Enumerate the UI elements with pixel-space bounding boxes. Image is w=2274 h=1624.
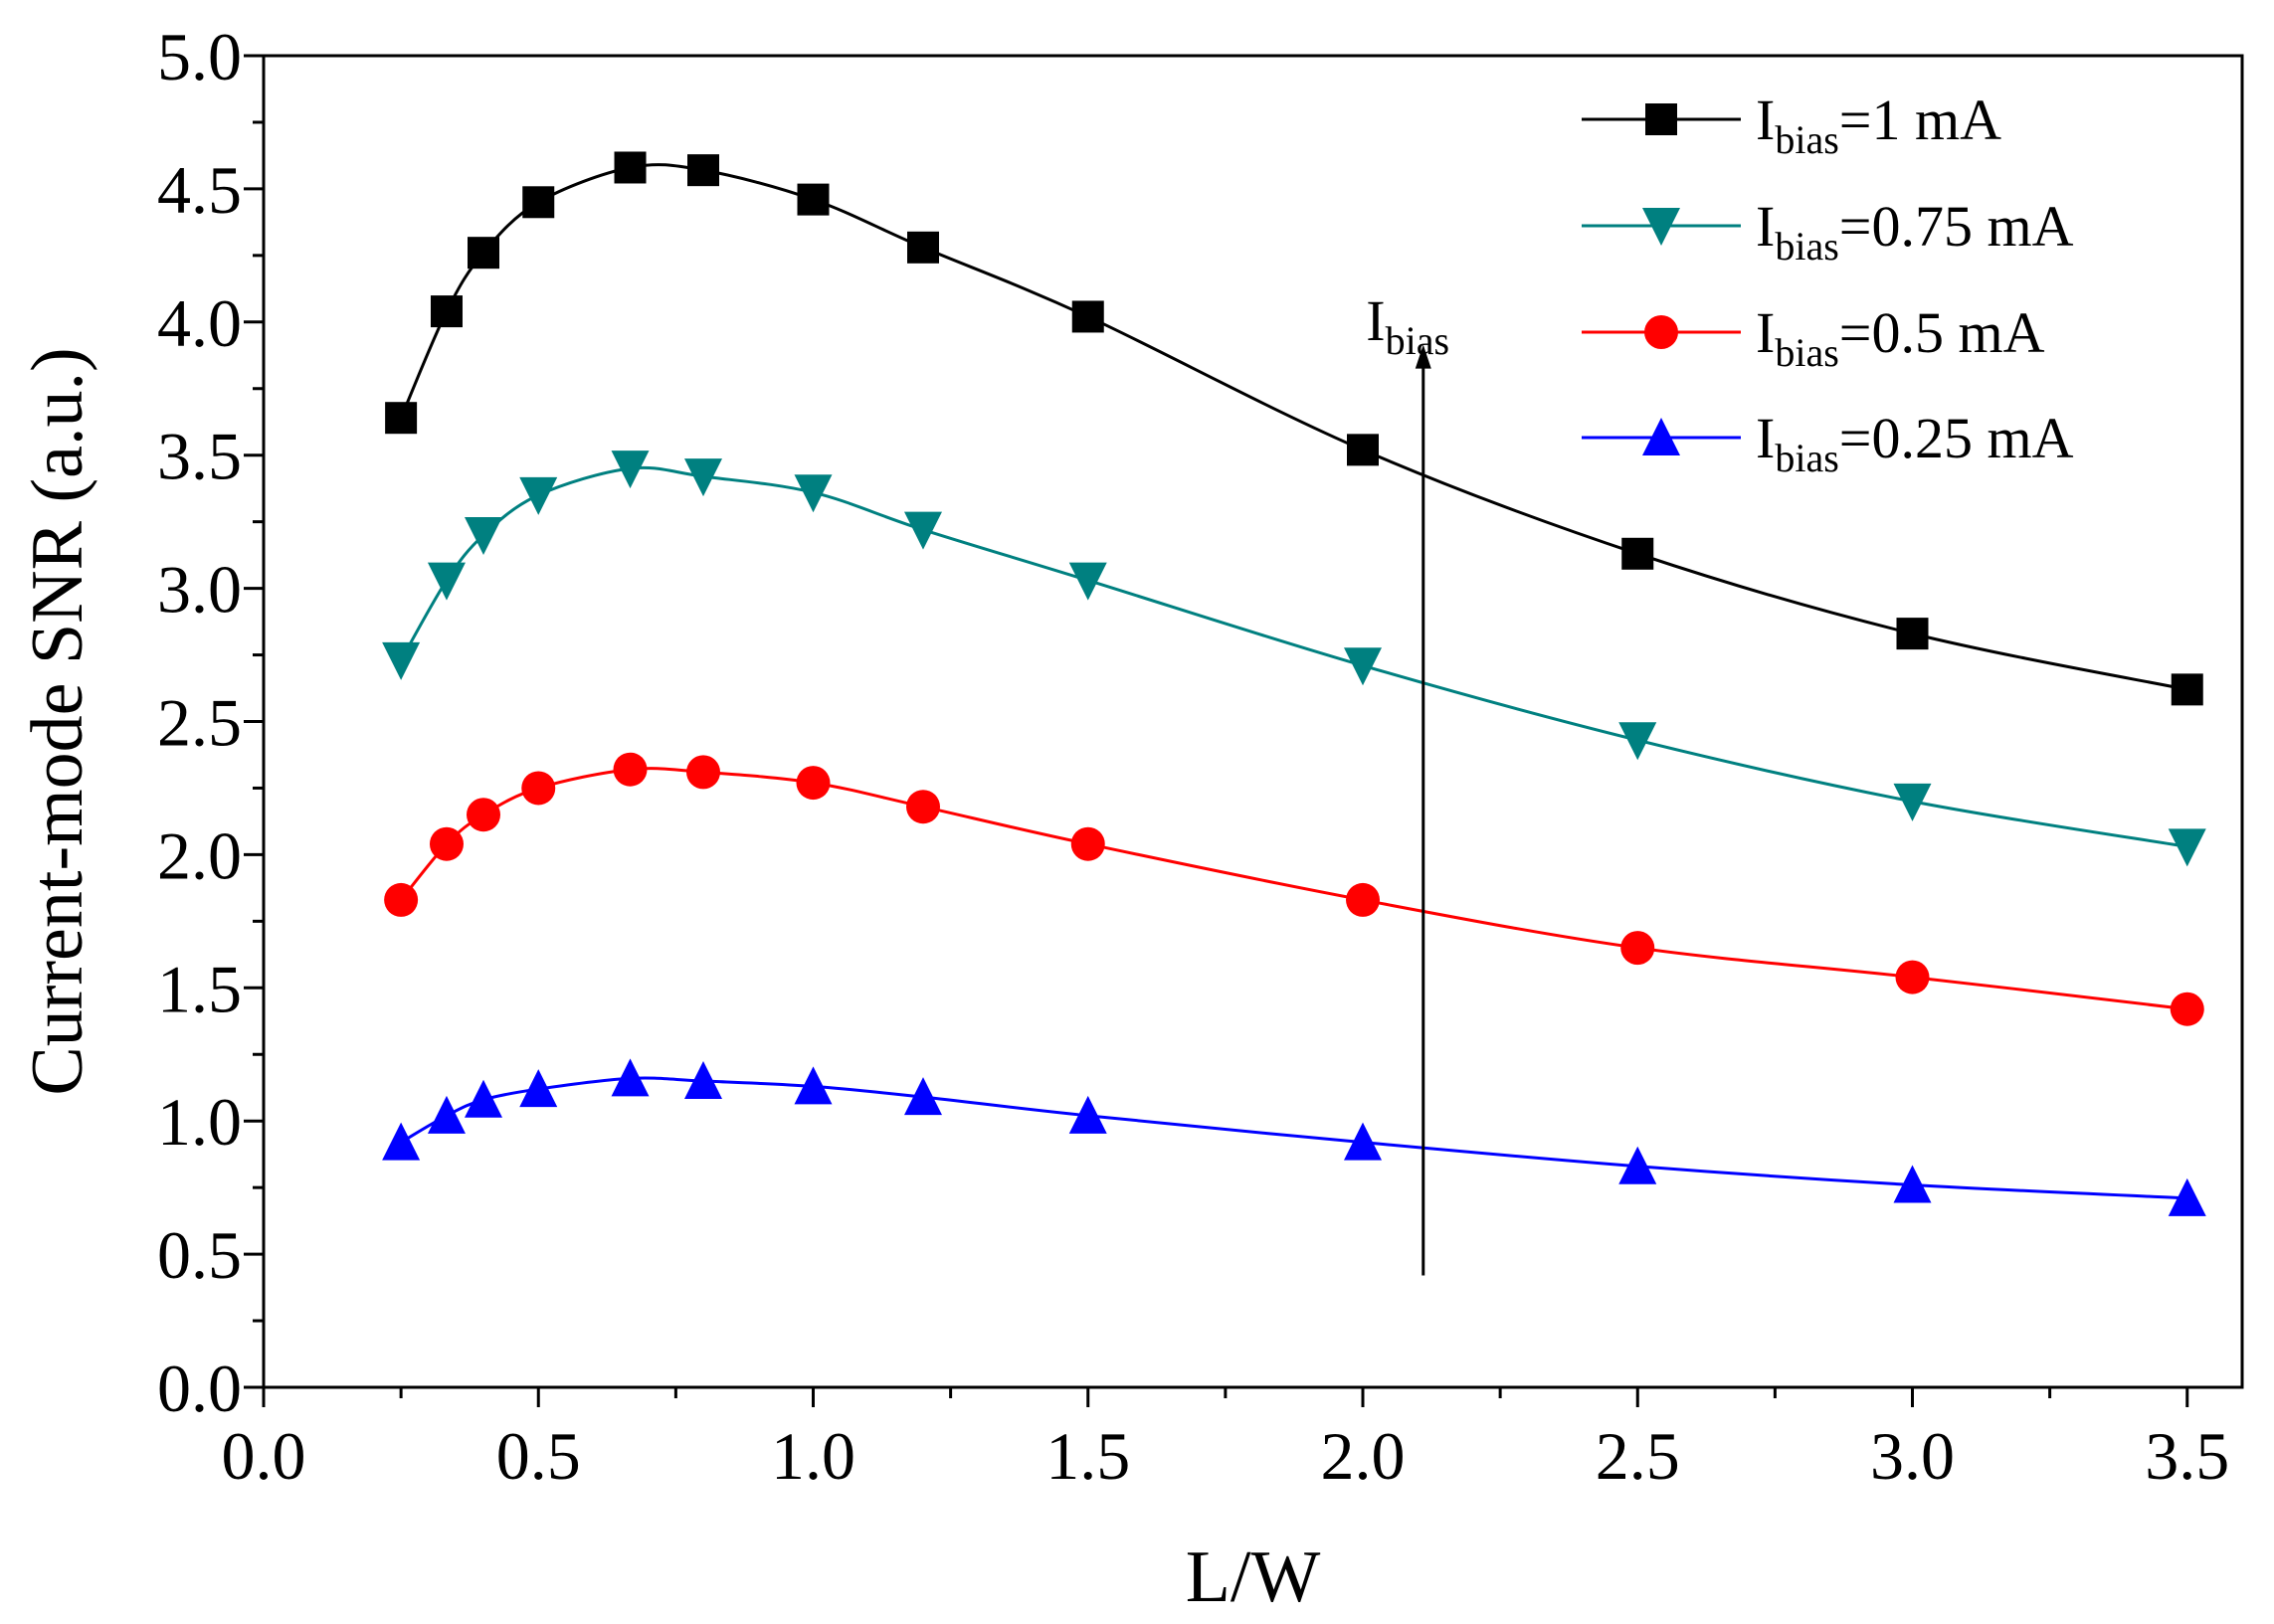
data-point-s3-10 [1618,1146,1657,1184]
data-point-s0-5 [687,154,719,187]
data-point-s2-6 [796,766,831,801]
data-point-s1-4 [611,451,650,489]
data-point-s0-7 [907,231,939,264]
data-point-s1-3 [519,476,558,515]
annotation-label: Ibias [1366,288,1449,363]
data-point-s1-12 [2168,828,2206,867]
data-point-s0-1 [430,295,463,328]
data-point-s1-10 [1618,722,1657,761]
x-tick-label: 2.0 [1321,1418,1406,1494]
legend-label-0: Ibias=1 mA [1756,88,2001,162]
data-point-s3-0 [382,1122,421,1161]
data-point-s3-5 [684,1061,722,1100]
data-point-s1-6 [794,474,833,513]
data-point-s1-7 [904,511,942,550]
data-point-s1-1 [427,562,466,601]
legend-marker-2 [1644,315,1678,349]
x-tick-label: 3.0 [1870,1418,1955,1494]
y-tick-label: 4.0 [157,285,242,361]
legend-label-1: Ibias=0.75 mA [1756,194,2074,269]
data-point-s1-5 [684,458,722,497]
annotation-layer: Ibias [1366,288,1449,1276]
data-point-s3-6 [794,1066,833,1105]
data-point-s0-4 [614,151,647,184]
y-tick-label: 1.5 [157,951,242,1026]
series-group-1 [382,451,2206,867]
data-point-s1-11 [1893,783,1932,821]
annotation-arrow-head [1415,344,1431,369]
series-line-0 [399,163,2188,691]
y-tick-label: 1.0 [157,1084,242,1160]
legend: Ibias=1 mA Ibias=0.75 mA Ibias=0.5 mA Ibias… [1582,88,2074,480]
data-point-s0-12 [2171,673,2203,706]
y-tick-label: 4.5 [157,152,242,228]
y-tick-label: 2.0 [157,817,242,893]
data-point-s2-9 [1346,882,1380,917]
data-point-s0-2 [468,237,499,270]
data-point-s3-9 [1344,1122,1382,1161]
data-point-s1-2 [465,517,502,556]
x-tick-label: 0.5 [496,1418,581,1494]
data-point-s3-3 [519,1069,558,1108]
data-point-s1-0 [382,641,421,680]
y-tick-label: 2.5 [157,685,242,761]
series-line-1 [399,465,2187,848]
data-point-s2-2 [467,798,500,832]
legend-item-1: Ibias=0.75 mA [1582,194,2074,269]
data-point-s2-8 [1070,826,1105,861]
legend-marker-3 [1642,418,1680,455]
data-point-s0-3 [522,186,555,219]
x-tick-label: 1.0 [771,1418,855,1494]
data-point-s0-9 [1347,434,1379,466]
data-point-s1-8 [1068,562,1107,601]
legend-item-0: Ibias=1 mA [1582,88,2001,162]
legend-label-3: Ibias=0.25 mA [1756,406,2074,480]
legend-marker-0 [1645,103,1677,135]
axes-layer: 0.0 0.5 1.0 1.5 2.0 2.5 3.0 3.5 0.0 0.5 1.0 1.5 2.0 2… [17,19,2244,1618]
x-axis-title: L/W [1186,1536,1321,1618]
y-tick-label: 3.5 [157,419,242,494]
data-point-s0-0 [385,402,418,435]
series-layer [382,151,2206,1216]
y-tick-label: 0.0 [157,1351,242,1426]
series-group-2 [384,752,2204,1026]
y-axis-title: Current-mode SNR (a.u.) [17,347,98,1095]
series-group-0 [385,151,2203,706]
y-tick-label: 0.5 [157,1217,242,1293]
x-tick-label: 0.0 [222,1418,306,1494]
data-point-s3-2 [465,1079,502,1118]
data-point-s3-1 [427,1095,466,1134]
legend-label-2: Ibias=0.5 mA [1756,300,2045,375]
x-tick-label: 1.5 [1045,1418,1130,1494]
data-point-s0-10 [1621,537,1654,570]
data-point-s3-12 [2168,1177,2206,1216]
data-point-s0-8 [1071,300,1104,333]
data-point-s3-4 [611,1058,650,1097]
data-point-s3-7 [904,1077,942,1116]
data-point-s2-5 [686,755,720,790]
data-point-s2-10 [1620,931,1655,966]
legend-item-3: Ibias=0.25 mA [1582,406,2074,480]
legend-marker-1 [1642,208,1680,246]
data-point-s3-8 [1068,1095,1107,1134]
data-point-s2-3 [521,771,556,806]
x-tick-label: 3.5 [2145,1418,2229,1494]
legend-item-2: Ibias=0.5 mA [1582,300,2045,375]
series-group-3 [382,1058,2206,1216]
data-point-s2-7 [906,790,940,824]
data-point-s2-4 [613,752,648,787]
x-tick-label: 2.5 [1596,1418,1680,1494]
data-point-s2-1 [429,826,464,861]
data-point-s2-12 [2170,992,2204,1026]
data-point-s2-0 [384,882,419,917]
data-point-s3-11 [1893,1165,1932,1203]
data-point-s0-11 [1896,618,1929,650]
data-point-s1-9 [1344,647,1382,686]
y-tick-label: 5.0 [157,19,242,94]
data-point-s2-11 [1895,960,1930,994]
data-point-s0-6 [797,183,830,216]
y-tick-label: 3.0 [157,552,242,628]
